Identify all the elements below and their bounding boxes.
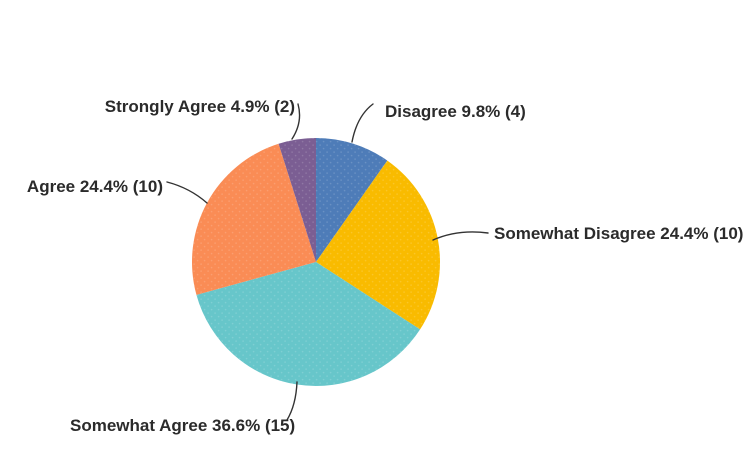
- leader-lines-group: [166, 103, 489, 421]
- pie-slices-group: [191, 138, 440, 387]
- leader-line-disagree: [351, 103, 374, 143]
- slice-label-agree: Agree 24.4% (10): [27, 177, 163, 196]
- slice-label-somewhat-agree: Somewhat Agree 36.6% (15): [70, 416, 295, 435]
- slice-label-somewhat-disagree: Somewhat Disagree 24.4% (10): [494, 224, 743, 243]
- leader-line-agree: [166, 181, 208, 204]
- slice-labels-group: Disagree 9.8% (4) Somewhat Disagree 24.4%…: [27, 97, 744, 435]
- slice-label-disagree: Disagree 9.8% (4): [385, 102, 526, 121]
- leader-line-somewhat-disagree: [432, 231, 489, 241]
- leader-line-strongly-agree: [291, 103, 301, 140]
- leader-line-somewhat-agree: [286, 381, 298, 421]
- slice-label-strongly-agree: Strongly Agree 4.9% (2): [105, 97, 295, 116]
